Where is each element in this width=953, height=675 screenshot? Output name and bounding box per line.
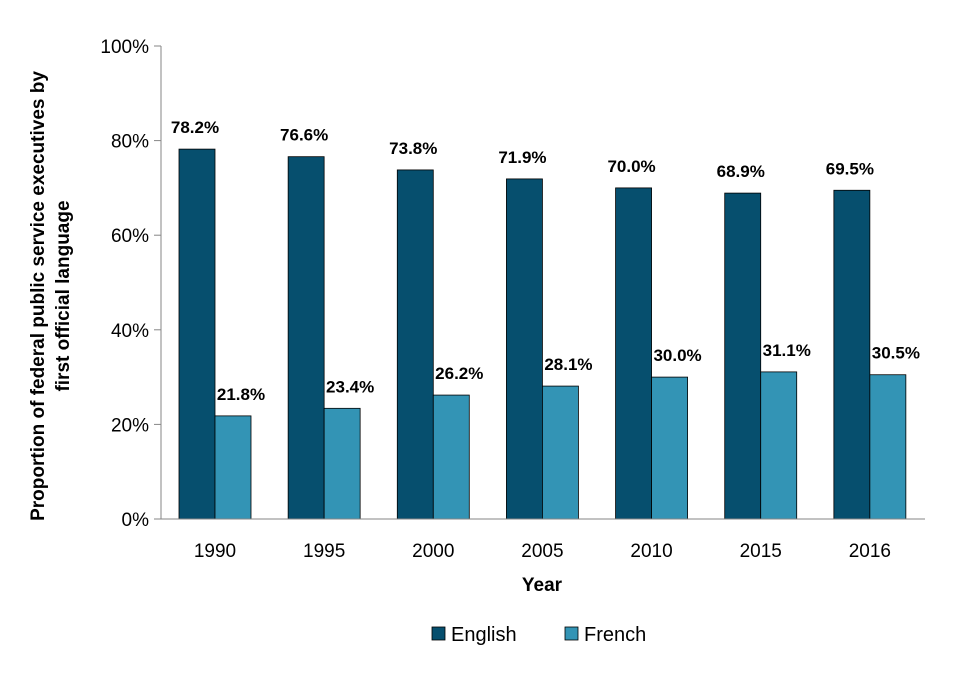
data-labels-group: 78.2% 21.8% 76.6% 23.4% 73.8% 26.2% 71.9% 28.1%…	[171, 118, 920, 404]
bar-english-1995	[287, 156, 325, 520]
data-label-french-1990: 21.8%	[217, 385, 265, 404]
x-tick-label: 2015	[740, 541, 782, 562]
bar-french-2016	[869, 374, 907, 520]
legend: English French	[431, 624, 646, 646]
y-axis-ticks: 0% 20% 40% 60% 80% 100%	[100, 37, 161, 531]
legend-label-french: French	[584, 624, 646, 646]
x-tick-label: 2010	[630, 541, 672, 562]
y-tick-label: 100%	[100, 37, 149, 58]
bar-french-1995	[323, 407, 361, 520]
legend-label-english: English	[451, 624, 517, 646]
data-label-english-1995: 76.6%	[280, 126, 328, 145]
bar-english-2016	[833, 189, 871, 520]
x-tick-label: 2000	[412, 541, 454, 562]
bar-french-2010	[651, 376, 688, 520]
data-label-english-2010: 70.0%	[607, 157, 655, 176]
bar-french-2015	[760, 371, 798, 520]
bar-french-2005	[542, 385, 579, 520]
bar-english-2015	[724, 192, 762, 520]
bar-english-2000	[396, 169, 434, 520]
y-tick-label: 80%	[111, 132, 149, 153]
data-label-french-2015: 31.1%	[763, 341, 811, 360]
y-axis-title-line-1: Proportion of federal public service exe…	[28, 71, 49, 521]
y-axis-title: Proportion of federal public service exe…	[28, 71, 74, 521]
data-label-french-2010: 30.0%	[653, 346, 701, 365]
bar-french-2000	[432, 394, 470, 520]
data-label-french-2005: 28.1%	[544, 355, 592, 374]
y-tick-label: 60%	[111, 226, 149, 247]
bar-english-2010	[615, 187, 652, 520]
x-tick-label: 1990	[194, 541, 236, 562]
bar-french-1990	[214, 415, 252, 520]
y-tick-label: 20%	[111, 415, 149, 436]
axes	[154, 46, 925, 520]
data-label-french-2000: 26.2%	[435, 364, 483, 383]
data-label-english-2016: 69.5%	[826, 159, 874, 178]
y-tick-label: 0%	[122, 510, 150, 531]
y-axis-title-line-2: first official language	[53, 200, 74, 391]
data-label-french-2016: 30.5%	[872, 344, 920, 363]
bar-english-1990	[178, 148, 216, 520]
x-axis-ticks: 1990 1995 2000 2005 2010 2015 2016	[194, 541, 891, 562]
data-label-french-1995: 23.4%	[326, 377, 374, 396]
bar-english-2005	[506, 178, 543, 520]
x-axis-title: Year	[522, 575, 563, 596]
data-label-english-1990: 78.2%	[171, 118, 219, 137]
data-label-english-2000: 73.8%	[389, 139, 437, 158]
x-tick-label: 1995	[303, 541, 345, 562]
data-label-english-2015: 68.9%	[717, 162, 765, 181]
x-tick-label: 2005	[521, 541, 563, 562]
data-label-english-2005: 71.9%	[498, 148, 546, 167]
legend-swatch-french	[564, 626, 579, 641]
y-tick-label: 40%	[111, 321, 149, 342]
bar-series-group	[178, 148, 907, 520]
legend-swatch-english	[431, 626, 446, 641]
x-tick-label: 2016	[849, 541, 891, 562]
